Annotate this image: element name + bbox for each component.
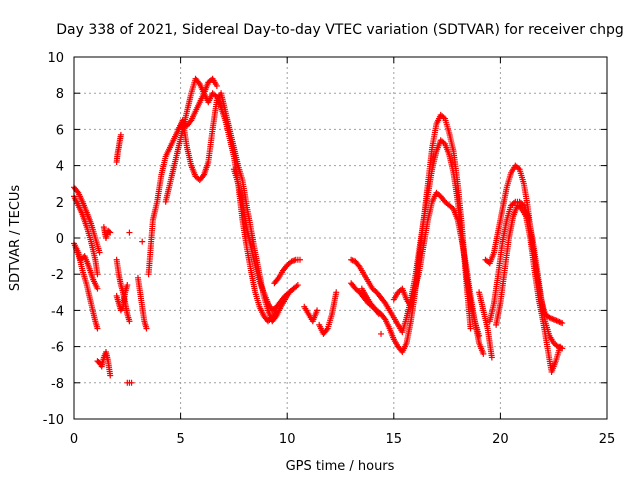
series-track-r	[271, 256, 303, 287]
y-tick-label: -10	[43, 413, 64, 428]
data-point	[106, 228, 113, 235]
data-point	[480, 350, 487, 357]
data-point	[199, 173, 206, 180]
series-track-w	[390, 189, 487, 357]
data-point	[374, 309, 381, 316]
series-track-q	[230, 166, 301, 314]
series-track-l	[134, 274, 150, 332]
data-point	[378, 330, 385, 337]
data-point	[314, 307, 321, 314]
grid-lines	[74, 57, 607, 419]
y-tick-label: -6	[51, 341, 64, 356]
data-point	[128, 379, 135, 386]
series-track-ac	[476, 289, 495, 361]
data-point	[143, 325, 150, 332]
series-track-d	[73, 245, 101, 292]
data-point	[381, 298, 388, 305]
data-point	[274, 276, 281, 283]
data-point	[323, 326, 330, 333]
data-point	[467, 325, 474, 332]
series-track-j	[124, 379, 135, 386]
data-points	[71, 75, 566, 386]
y-tick-label: -4	[51, 304, 64, 319]
series-track-p	[175, 90, 297, 325]
x-tick-label: 5	[176, 432, 184, 447]
x-tick-label: 0	[70, 432, 78, 447]
chart-title: Day 338 of 2021, Sidereal Day-to-day VTE…	[56, 22, 624, 38]
y-tick-label: -2	[51, 268, 64, 283]
series-track-y	[378, 330, 385, 337]
data-point	[272, 314, 279, 321]
data-point	[107, 229, 114, 236]
data-point	[559, 320, 566, 327]
data-point	[355, 262, 362, 269]
data-point	[139, 238, 146, 245]
y-tick-label: 8	[56, 87, 64, 102]
data-point	[126, 229, 133, 236]
x-tick-label: 10	[279, 432, 296, 447]
data-point	[94, 271, 101, 278]
series-track-a	[71, 184, 103, 256]
data-point	[296, 256, 303, 263]
data-point	[213, 82, 220, 89]
series-track-m	[139, 238, 146, 245]
data-point	[94, 325, 101, 332]
series-track-x	[358, 285, 382, 318]
data-point	[94, 285, 101, 292]
series-track-s	[301, 303, 321, 325]
series-track-ab	[493, 202, 564, 375]
series-track-t	[316, 289, 340, 337]
data-point	[557, 343, 564, 350]
data-point	[294, 282, 301, 289]
data-point	[124, 282, 131, 289]
y-tick-label: 0	[56, 232, 64, 247]
y-tick-label: 2	[56, 196, 64, 211]
x-axis-label: GPS time / hours	[286, 459, 395, 474]
data-point	[488, 354, 495, 361]
series-track-g	[113, 131, 124, 165]
data-point	[126, 318, 133, 325]
data-point	[375, 311, 382, 318]
axis-ticks: -10 -8 -6 -4 -2 0 2 4 6 8 10 0 5 10 15 20 25	[43, 51, 616, 447]
data-point	[333, 289, 340, 296]
y-tick-label: -8	[51, 377, 64, 392]
x-tick-label: 15	[386, 432, 403, 447]
y-axis-label: SDTVAR / TECUs	[8, 185, 23, 292]
x-tick-label: 25	[599, 432, 616, 447]
y-tick-label: 10	[47, 51, 64, 66]
series-track-f	[100, 224, 114, 241]
y-tick-label: 6	[56, 123, 64, 138]
data-point	[74, 188, 81, 195]
series-track-i	[113, 282, 131, 314]
series-track-e	[94, 349, 114, 379]
data-point	[117, 131, 124, 138]
x-tick-label: 20	[492, 432, 509, 447]
data-point	[195, 79, 202, 86]
data-point	[381, 315, 388, 322]
data-point	[187, 118, 194, 125]
data-point	[107, 372, 114, 379]
series-track-k	[126, 229, 133, 236]
series-track-b	[71, 193, 101, 278]
y-tick-label: 4	[56, 160, 64, 175]
plot-frame	[73, 56, 608, 420]
data-point	[96, 249, 103, 256]
